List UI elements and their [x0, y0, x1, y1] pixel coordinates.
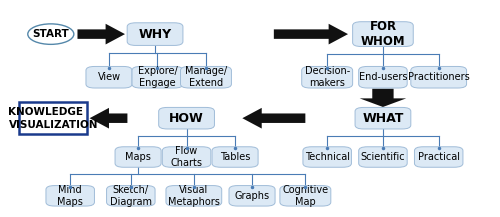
Text: Tables: Tables: [220, 152, 250, 162]
FancyBboxPatch shape: [352, 22, 413, 46]
Text: Scientific: Scientific: [360, 152, 406, 162]
FancyBboxPatch shape: [302, 66, 352, 88]
Text: Practical: Practical: [418, 152, 460, 162]
FancyBboxPatch shape: [127, 23, 183, 45]
Text: Maps: Maps: [125, 152, 151, 162]
Text: Cognitive
Map: Cognitive Map: [282, 185, 329, 207]
FancyBboxPatch shape: [106, 186, 155, 206]
Text: Explore/
Engage: Explore/ Engage: [138, 66, 177, 88]
Text: WHAT: WHAT: [362, 112, 404, 125]
Polygon shape: [242, 108, 306, 128]
FancyBboxPatch shape: [212, 147, 258, 167]
Text: Graphs: Graphs: [234, 191, 270, 201]
Text: Decision-
makers: Decision- makers: [304, 66, 350, 88]
FancyBboxPatch shape: [355, 107, 411, 129]
FancyBboxPatch shape: [86, 66, 132, 88]
Text: Flow
Charts: Flow Charts: [170, 146, 202, 168]
Text: Practitioners: Practitioners: [408, 72, 470, 82]
Polygon shape: [360, 89, 406, 107]
FancyBboxPatch shape: [358, 147, 407, 167]
Polygon shape: [274, 24, 348, 44]
Text: Visual
Metaphors: Visual Metaphors: [168, 185, 220, 207]
FancyBboxPatch shape: [180, 66, 232, 88]
FancyBboxPatch shape: [280, 186, 331, 206]
Text: WHY: WHY: [138, 28, 172, 41]
FancyBboxPatch shape: [229, 186, 275, 206]
FancyBboxPatch shape: [158, 107, 214, 129]
FancyBboxPatch shape: [414, 147, 463, 167]
Text: Manage/
Extend: Manage/ Extend: [185, 66, 227, 88]
Text: START: START: [32, 29, 69, 39]
Text: End-users: End-users: [358, 72, 407, 82]
Text: FOR
WHOM: FOR WHOM: [360, 20, 406, 48]
FancyBboxPatch shape: [411, 66, 467, 88]
Text: Sketch/
Diagram: Sketch/ Diagram: [110, 185, 152, 207]
Text: Technical: Technical: [304, 152, 350, 162]
Text: HOW: HOW: [169, 112, 204, 125]
Ellipse shape: [28, 24, 74, 44]
Polygon shape: [78, 24, 125, 44]
Polygon shape: [90, 108, 128, 128]
FancyBboxPatch shape: [46, 186, 94, 206]
FancyBboxPatch shape: [20, 102, 87, 134]
Text: Mind
Maps: Mind Maps: [58, 185, 83, 207]
Text: View: View: [98, 72, 120, 82]
FancyBboxPatch shape: [132, 66, 183, 88]
FancyBboxPatch shape: [115, 147, 161, 167]
FancyBboxPatch shape: [162, 147, 211, 167]
Text: KNOWLEDGE
VISUALIZATION: KNOWLEDGE VISUALIZATION: [8, 107, 98, 130]
FancyBboxPatch shape: [303, 147, 352, 167]
FancyBboxPatch shape: [358, 66, 407, 88]
FancyBboxPatch shape: [166, 186, 222, 206]
